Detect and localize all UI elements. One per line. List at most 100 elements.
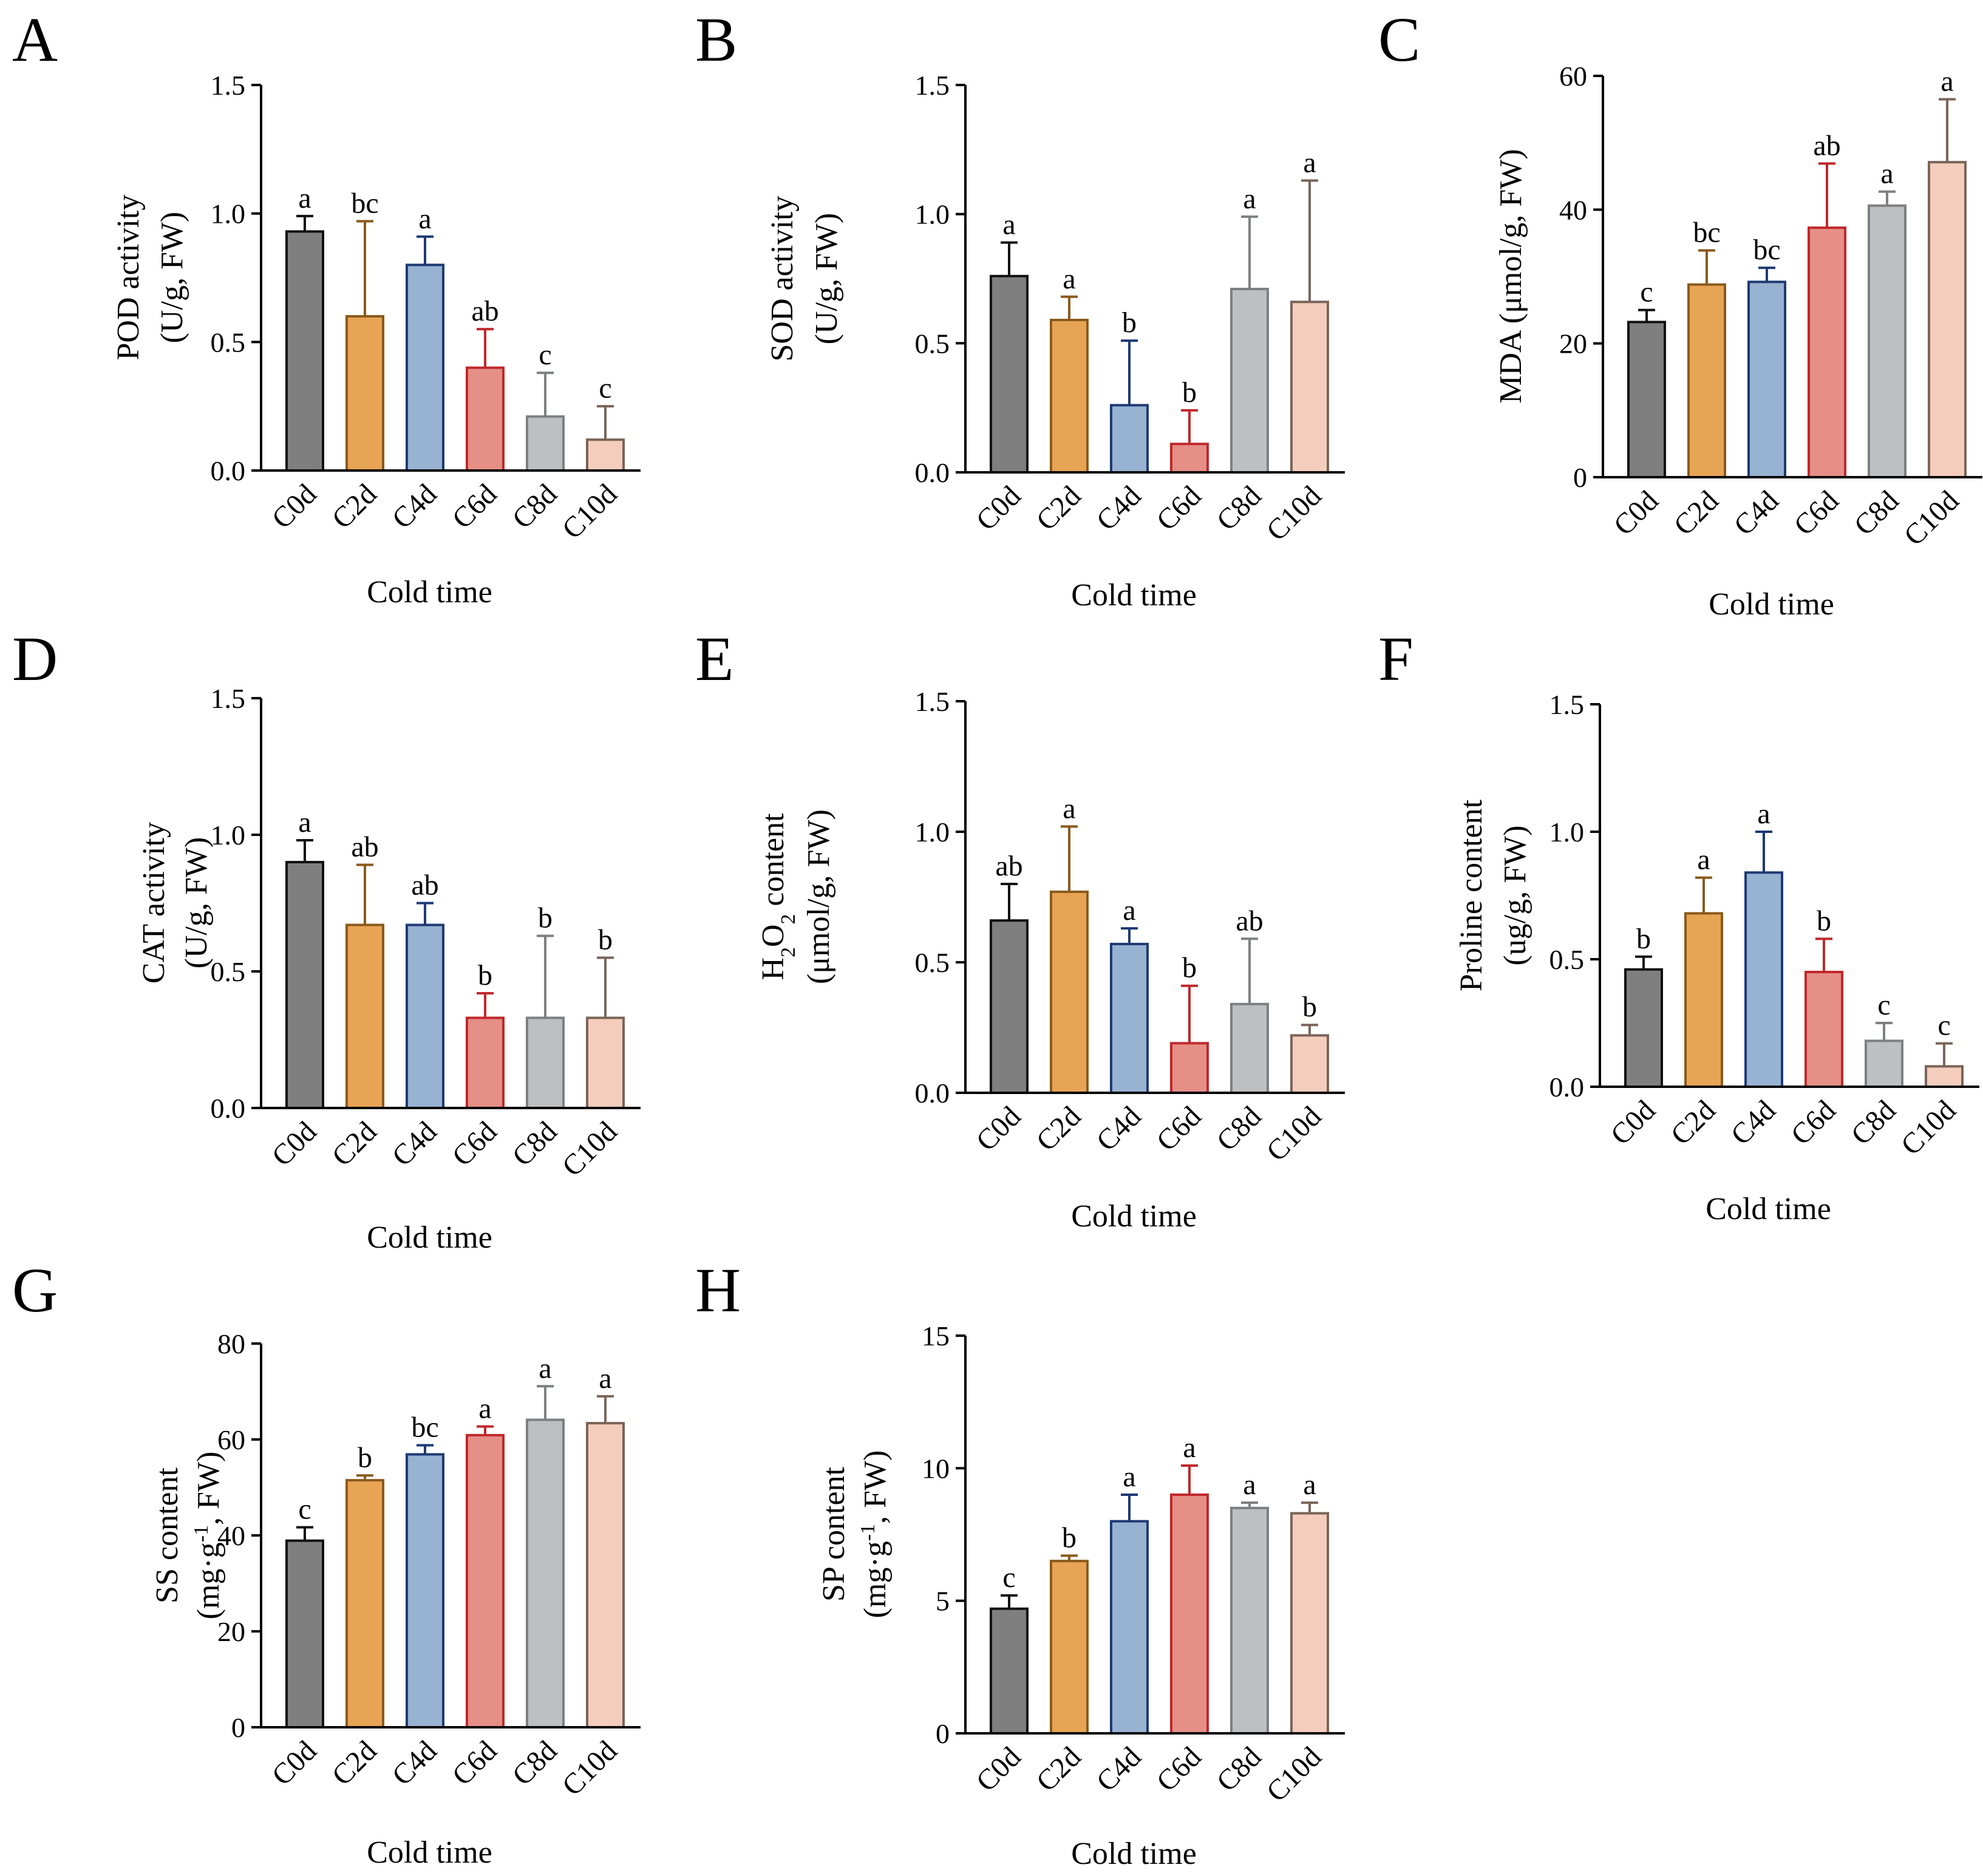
bar: [1744, 871, 1783, 1088]
y-tick-label: 20: [217, 1616, 245, 1647]
significance-label: a: [1063, 792, 1075, 824]
x-tick-label: C0d: [1608, 484, 1665, 542]
significance-label: a: [539, 1352, 551, 1384]
panel-f: F 0.0 0.5 1.0 1.5 Proline content (ug/g, FW) b C…: [1378, 624, 1979, 1226]
significance-label: b: [1636, 923, 1651, 955]
bar: [1865, 1039, 1903, 1089]
bar: [406, 263, 444, 472]
bar: [466, 366, 505, 472]
bar: [285, 861, 324, 1109]
y-tick-label: 5: [936, 1586, 950, 1617]
significance-label: a: [298, 182, 311, 214]
significance-label: b: [1182, 952, 1197, 984]
significance-label: a: [1940, 66, 1953, 98]
significance-label: b: [538, 902, 553, 934]
significance-label: a: [418, 203, 431, 235]
bar: [1050, 1560, 1089, 1735]
y-tick-label: 1.0: [1549, 817, 1585, 848]
x-tick-label: C10d: [1260, 1741, 1328, 1808]
x-tick-label: C6d: [1785, 1094, 1842, 1151]
bar: [1624, 968, 1663, 1089]
y-axis-title: Proline content: [1454, 799, 1489, 991]
x-tick-label: C8d: [1845, 1094, 1902, 1151]
significance-label: a: [298, 806, 311, 838]
y-tick-label: 0.0: [915, 1078, 950, 1109]
y-tick-label: 60: [1559, 61, 1587, 92]
y-tick-label: 1.5: [211, 683, 246, 714]
bar: [1868, 204, 1906, 478]
bar: [586, 438, 625, 472]
significance-label: c: [1640, 276, 1653, 308]
y-tick-label: 15: [922, 1320, 950, 1351]
x-tick-label: C4d: [1728, 484, 1785, 542]
x-tick-label: C0d: [970, 480, 1027, 537]
significance-label: c: [298, 1494, 311, 1526]
x-tick-label: C8d: [1211, 480, 1268, 537]
significance-label: a: [1757, 798, 1770, 830]
panel-letter: E: [695, 624, 734, 694]
significance-label: bc: [411, 1411, 438, 1443]
y-axis-title: CAT activity: [137, 822, 171, 984]
bar: [1050, 890, 1089, 1095]
significance-label: b: [1302, 991, 1317, 1023]
bar: [1290, 1034, 1329, 1095]
x-tick-label: C10d: [1260, 1100, 1328, 1167]
bar: [1170, 443, 1209, 474]
significance-label: ab: [411, 869, 438, 902]
y-tick-label: 40: [1559, 194, 1587, 225]
x-tick-label: C8d: [1211, 1741, 1268, 1798]
x-tick-label: C2d: [1030, 1100, 1087, 1157]
x-tick-label: C0d: [970, 1741, 1027, 1798]
panel-letter: H: [695, 1256, 741, 1325]
x-axis-title: Cold time: [1706, 1192, 1831, 1226]
y-tick-label: 40: [217, 1520, 245, 1551]
y-tick-label: 0: [231, 1712, 245, 1743]
y-axis-title: POD activity: [111, 195, 146, 361]
significance-label: a: [1243, 183, 1256, 215]
significance-label: a: [1002, 208, 1015, 240]
significance-label: a: [1123, 894, 1135, 926]
bar: [1230, 288, 1269, 474]
x-axis-title: Cold time: [1071, 578, 1197, 613]
bar: [1290, 1512, 1329, 1735]
y-axis-title: SS content: [150, 1467, 185, 1603]
significance-label: c: [1937, 1010, 1950, 1042]
x-tick-label: C2d: [326, 478, 383, 535]
significance-label: ab: [995, 850, 1022, 882]
panel-b: B 0.0 0.5 1.0 1.5 SOD activity (U/g, FW) a C0d a C…: [695, 5, 1345, 613]
significance-label: c: [1877, 989, 1890, 1021]
y-tick-label: 0.0: [915, 457, 950, 488]
y-tick-label: 1.5: [211, 70, 246, 101]
bar: [1804, 971, 1843, 1088]
x-tick-label: C6d: [446, 478, 503, 535]
y-axis-unit: (μmol/g, FW): [801, 809, 836, 984]
x-tick-label: C4d: [1090, 1741, 1148, 1798]
bar: [990, 274, 1029, 474]
significance-label: a: [1697, 844, 1710, 876]
x-tick-label: C2d: [1668, 484, 1725, 542]
y-tick-label: 0: [936, 1718, 950, 1749]
y-tick-label: 0.5: [915, 947, 950, 978]
significance-label: bc: [1693, 217, 1720, 249]
y-tick-label: 1.0: [211, 199, 246, 229]
x-axis-title: Cold time: [1071, 1837, 1197, 1871]
bar: [285, 1539, 324, 1728]
x-axis-title: Cold time: [367, 1220, 492, 1255]
bar: [1687, 283, 1726, 478]
x-tick-label: C6d: [1151, 1100, 1208, 1157]
significance-label: a: [1303, 1469, 1316, 1501]
y-tick-label: 1.5: [915, 70, 950, 101]
bar: [1684, 912, 1723, 1089]
y-tick-label: 0.0: [211, 1093, 246, 1124]
x-tick-label: C6d: [1151, 480, 1208, 537]
x-tick-label: C6d: [446, 1115, 503, 1172]
x-tick-label: C0d: [266, 1115, 323, 1172]
x-tick-label: C8d: [506, 1115, 563, 1172]
bar: [1925, 1065, 1964, 1089]
panel-letter: F: [1378, 624, 1413, 694]
significance-label: b: [1817, 905, 1831, 937]
bar: [586, 1016, 625, 1109]
significance-label: b: [1062, 1521, 1077, 1554]
bar: [1928, 161, 1967, 478]
